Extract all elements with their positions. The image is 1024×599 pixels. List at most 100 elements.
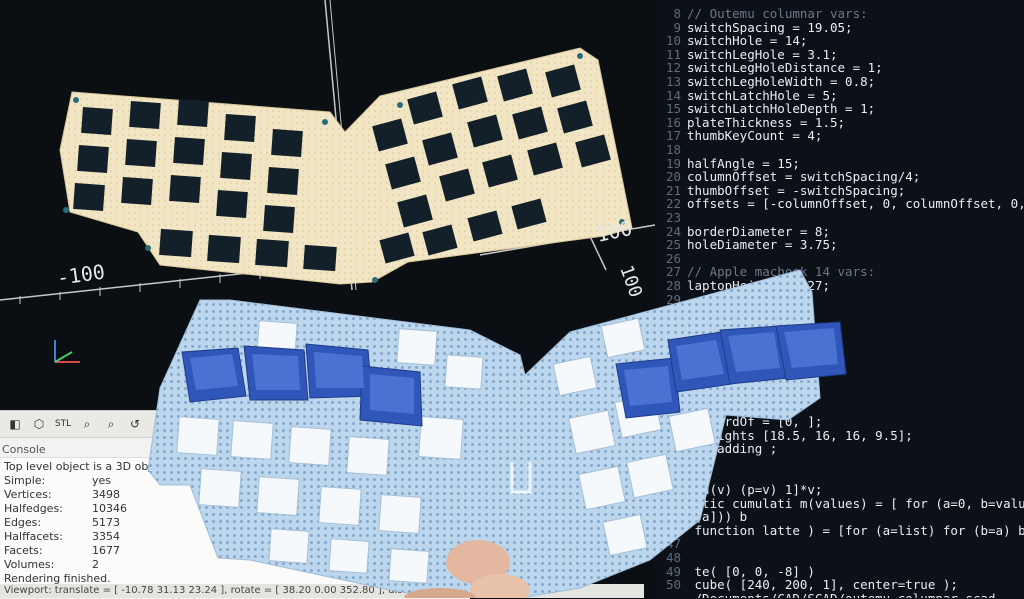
code-text: switchLegHoleWidth = 0.8;: [687, 74, 876, 89]
line-number: 14: [665, 87, 681, 103]
code-line: 27 // Apple macbook 14 vars:: [655, 262, 875, 282]
cube-outline-icon[interactable]: ⬡: [33, 417, 45, 431]
code-text: switchHole = 14;: [687, 33, 808, 49]
code-text: offsets = [-columnOffset, 0, columnOffse…: [687, 196, 1024, 212]
code-line: 12 switchLegHoleDistance = 1;: [655, 58, 883, 78]
zoom-in-icon[interactable]: ⌕: [83, 417, 91, 431]
line-number: 20: [665, 169, 681, 185]
console-value: 3354: [92, 530, 120, 543]
code-text: thumbOffset = -switchSpacing;: [687, 182, 906, 198]
console-label: Top level object is a 3D object:: [4, 460, 173, 473]
code-text: switchLegHole = 3.1;: [687, 46, 838, 62]
code-line: 24 borderDiameter = 8;: [655, 222, 830, 242]
console-value: 1677: [92, 544, 120, 557]
code-text: function latte ) = [for (a=list) for (b=…: [687, 522, 1024, 538]
code-line: 19 halfAngle = 15;: [655, 154, 800, 174]
code-line: 14 switchLatchHole = 5;: [655, 86, 838, 106]
code-text: switchSpacing = 19.05;: [687, 19, 853, 35]
console-label: Vertices:: [4, 488, 52, 501]
console-value: yes: [92, 474, 112, 487]
console-line: Halfedges: 10346: [4, 502, 127, 516]
keycaps: [181, 321, 847, 427]
console-line: Volumes: 2: [4, 558, 99, 572]
code-text: borderDiameter = 8;: [687, 223, 830, 239]
stl-export-icon[interactable]: STL: [54, 419, 72, 429]
line-number: 16: [665, 114, 681, 130]
line-number: 22: [665, 196, 681, 212]
code-line: ~/Documents/CAD/SCAD/outemu_columnar.sca…: [655, 589, 996, 598]
code-line: 10 switchHole = 14;: [655, 31, 807, 51]
code-line: 20 columnOffset = switchSpacing/4;: [655, 167, 920, 187]
code-text: te( [0, 0, -8] ): [687, 563, 815, 579]
line-number: 24: [665, 223, 681, 239]
line-number: 28: [665, 278, 681, 293]
rendered-keyboard-plate: [59, 47, 633, 285]
line-number: 12: [665, 60, 681, 76]
reset-view-icon[interactable]: ↺: [129, 417, 141, 431]
code-line: 21 thumbOffset = -switchSpacing;: [655, 181, 905, 201]
line-number: 9: [673, 19, 681, 35]
line-number: 48: [665, 550, 681, 565]
line-number: 19: [665, 155, 681, 171]
code-line: 11 switchLegHole = 3.1;: [655, 45, 838, 65]
console-line: Vertices: 3498: [4, 488, 120, 502]
axis-gizmo-icon: [54, 340, 80, 363]
zoom-out-icon[interactable]: ⌕: [107, 417, 115, 431]
line-number: 21: [665, 182, 681, 198]
code-line: 22 offsets = [-columnOffset, 0, columnOff…: [655, 194, 1024, 214]
console-label: Halffacets:: [4, 530, 63, 543]
code-text: [a])) b: [687, 509, 748, 525]
code-line: 17 thumbKeyCount = 4;: [655, 126, 823, 146]
code-text: cube( [240, 200, 1], center=true );: [687, 577, 958, 593]
code-line: 25 holeDiameter = 3.75;: [655, 235, 838, 255]
code-line: 48: [655, 548, 687, 568]
console-title: Console: [2, 443, 46, 456]
code-line: 13 switchLegHoleWidth = 0.8;: [655, 72, 875, 92]
console-line: Edges: 5173: [4, 516, 120, 530]
console-line: Halffacets: 3354: [4, 530, 120, 544]
code-line: 50 cube( [240, 200, 1], center=true );: [655, 575, 958, 595]
console-label: Edges:: [4, 516, 42, 529]
line-number: 17: [665, 128, 681, 144]
code-line: 18: [655, 140, 687, 160]
code-text: switchLatchHoleDepth = 1;: [687, 101, 876, 117]
code-text: holeDiameter = 3.75;: [687, 237, 838, 253]
code-line: 26: [655, 249, 687, 269]
console-label: Rendering finished.: [4, 572, 111, 585]
console-label: Halfedges:: [4, 502, 63, 515]
line-number: 25: [665, 237, 681, 253]
console-value: 5173: [92, 516, 120, 529]
code-text: plateThickness = 1.5;: [687, 114, 846, 130]
line-number: 18: [665, 142, 681, 157]
console-label: Simple:: [4, 474, 46, 487]
code-text: thumbKeyCount = 4;: [687, 128, 823, 144]
line-number: 10: [665, 33, 681, 49]
console-value: 10346: [92, 502, 127, 515]
code-line: 16 plateThickness = 1.5;: [655, 113, 845, 133]
code-text: switchLatchHole = 5;: [687, 87, 838, 103]
code-text: halfAngle = 15;: [687, 155, 800, 171]
code-line: 9 switchSpacing = 19.05;: [655, 18, 853, 38]
line-number: 11: [665, 46, 681, 62]
line-number: 13: [665, 74, 681, 89]
console-line: Rendering finished.: [4, 572, 111, 586]
line-number: 26: [665, 250, 681, 266]
cube-3d-icon[interactable]: ◧: [9, 417, 21, 431]
line-number: 8: [673, 6, 681, 21]
line-number: 23: [665, 210, 681, 225]
code-text: sHeights [18.5, 16, 16, 9.5];: [687, 427, 913, 443]
console-value: 2: [92, 558, 99, 571]
hand: [404, 540, 530, 598]
code-line: 49 te( [0, 0, -8] ): [655, 562, 815, 582]
console-line: Facets: 1677: [4, 544, 120, 558]
code-line: 15 switchLatchHoleDepth = 1;: [655, 99, 875, 119]
console-label: Volumes:: [4, 558, 55, 571]
line-number: 50: [665, 577, 681, 593]
console-value: 3498: [92, 488, 120, 501]
code-line: 8 // Outemu columnar vars:: [655, 4, 867, 24]
line-number: 27: [665, 264, 681, 280]
console-label: Facets:: [4, 544, 43, 557]
code-text: ctic cumulati m(values) = [ for (a=0, b=…: [694, 495, 1024, 511]
code-text: switchLegHoleDistance = 1;: [687, 60, 883, 76]
